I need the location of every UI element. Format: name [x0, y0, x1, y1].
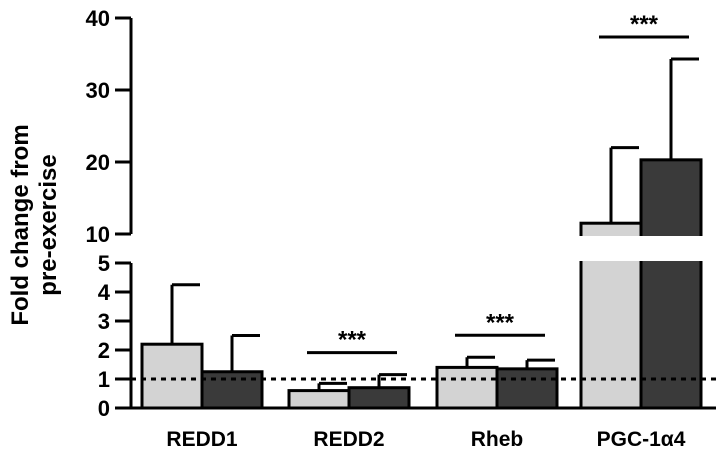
y-tick-label: 5 — [98, 251, 110, 276]
bar-redd1-series-1 — [140, 342, 204, 410]
plot-area: 0 1 2 3 4 5 10 20 30 40 REDD1 REDD2 Rheb PGC-1α4 *** **… — [86, 6, 718, 451]
y-axis-title-line-2: pre-exercise — [35, 154, 62, 295]
axis-break-gap — [133, 236, 718, 261]
y-tick-label: 40 — [86, 6, 110, 31]
y-tick-label: 4 — [98, 280, 111, 305]
y-tick-label: 1 — [98, 367, 110, 392]
y-tick-label: 3 — [98, 309, 110, 334]
x-tick-label-2: REDD2 — [313, 428, 384, 451]
y-tick-label: 10 — [86, 222, 110, 247]
y-tick-label: 20 — [86, 150, 110, 175]
bar-redd2-series-1 — [287, 389, 351, 410]
bar-redd2-series-2 — [347, 386, 411, 410]
x-tick-label-3: Rheb — [471, 428, 524, 451]
y-axis-title: Fold change from pre-exercise — [7, 124, 62, 325]
bar-redd1-series-2 — [200, 370, 264, 410]
y-tick-label: 0 — [98, 396, 110, 421]
significance-label: *** — [486, 309, 515, 336]
y-axis-title-line-1: Fold change from — [7, 124, 34, 325]
x-tick-label-4: PGC-1α4 — [597, 428, 686, 451]
bar-rheb-series-1 — [435, 365, 499, 410]
y-tick-label: 30 — [86, 78, 110, 103]
significance-label: *** — [630, 11, 659, 38]
x-tick-label-1: REDD1 — [166, 428, 238, 451]
bar-rheb-series-2 — [495, 367, 559, 410]
significance-label: *** — [338, 327, 367, 354]
bar-pgc14-series-2 — [639, 158, 703, 410]
y-tick-label: 2 — [98, 338, 110, 363]
